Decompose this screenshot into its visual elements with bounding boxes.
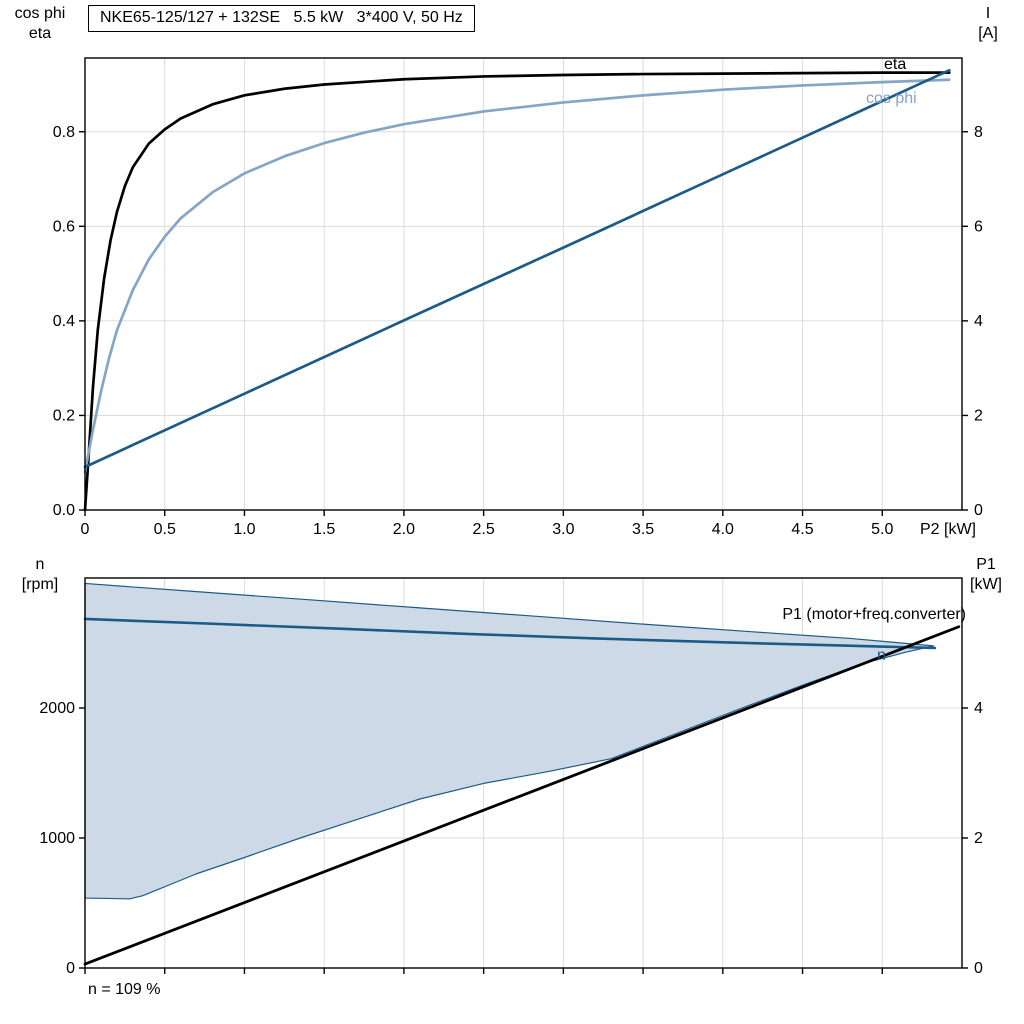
p1-curve-label: P1 (motor+freq.converter) — [782, 606, 966, 623]
series-p1-input-power-curve — [83, 625, 961, 966]
y-right-tick-label: 0 — [974, 502, 983, 519]
y-left-tick-label: 0 — [66, 960, 75, 977]
x-tick-label: 1.0 — [233, 521, 255, 538]
y-right-tick-label: 0 — [974, 960, 983, 977]
top-right-axis-label-current-unit: [A] — [978, 25, 998, 42]
x-tick-label: 3.5 — [632, 521, 654, 538]
bottom-right-axis-label-p1: P1 — [976, 556, 996, 573]
y-right-tick-label: 6 — [974, 218, 983, 235]
series-current-curve — [83, 68, 951, 469]
cos-phi-curve-label: cos phi — [866, 90, 917, 107]
eta-curve-label: eta — [884, 56, 907, 73]
speed-range-envelope — [84, 582, 934, 900]
top-left-axis-label-eta: eta — [28, 25, 52, 42]
y-right-tick-label: 4 — [974, 700, 983, 717]
y-right-tick-label: 4 — [974, 313, 983, 330]
series-eta-curve — [83, 71, 951, 512]
bottom-right-axis-label-p1-unit: [kW] — [970, 576, 1002, 593]
speed-setting-footnote: n = 109 % — [88, 981, 161, 998]
x-tick-label: 1.5 — [313, 521, 335, 538]
x-tick-label: 0.5 — [154, 521, 176, 538]
x-tick-label: 5.0 — [871, 521, 893, 538]
x-axis-unit-label: P2 [kW] — [920, 521, 976, 538]
x-tick-label: 2.5 — [473, 521, 495, 538]
y-left-tick-label: 2000 — [39, 700, 75, 717]
x-tick-label: 3.0 — [552, 521, 574, 538]
x-tick-label: 4.0 — [712, 521, 734, 538]
chart-title-box: NKE65-125/127 + 132SE 5.5 kW 3*400 V, 50… — [88, 5, 475, 32]
y-right-tick-label: 2 — [974, 407, 983, 424]
bottom-left-axis-label-speed: n — [35, 556, 45, 573]
top-right-axis-label-current: I — [985, 5, 991, 22]
top-left-axis-label-cos-phi: cos phi — [14, 5, 66, 22]
y-left-tick-label: 0.0 — [53, 502, 75, 519]
y-left-tick-label: 0.4 — [53, 313, 75, 330]
plot-frame-top — [84, 57, 963, 511]
series-speed-curve — [83, 617, 937, 650]
y-left-tick-label: 0.6 — [53, 218, 75, 235]
y-left-tick-label: 0.2 — [53, 407, 75, 424]
x-tick-label: 2.0 — [393, 521, 415, 538]
series-cos-phi-curve — [83, 78, 951, 474]
plot-frame-bottom — [84, 577, 963, 969]
x-tick-label: 4.5 — [791, 521, 813, 538]
n-curve-label: n — [877, 647, 886, 664]
y-left-tick-label: 0.8 — [53, 124, 75, 141]
bottom-left-axis-label-speed-unit: [rpm] — [21, 576, 59, 593]
y-left-tick-label: 1000 — [39, 830, 75, 847]
y-right-tick-label: 8 — [974, 124, 983, 141]
y-right-tick-label: 2 — [974, 830, 983, 847]
x-tick-label: 0 — [81, 521, 90, 538]
